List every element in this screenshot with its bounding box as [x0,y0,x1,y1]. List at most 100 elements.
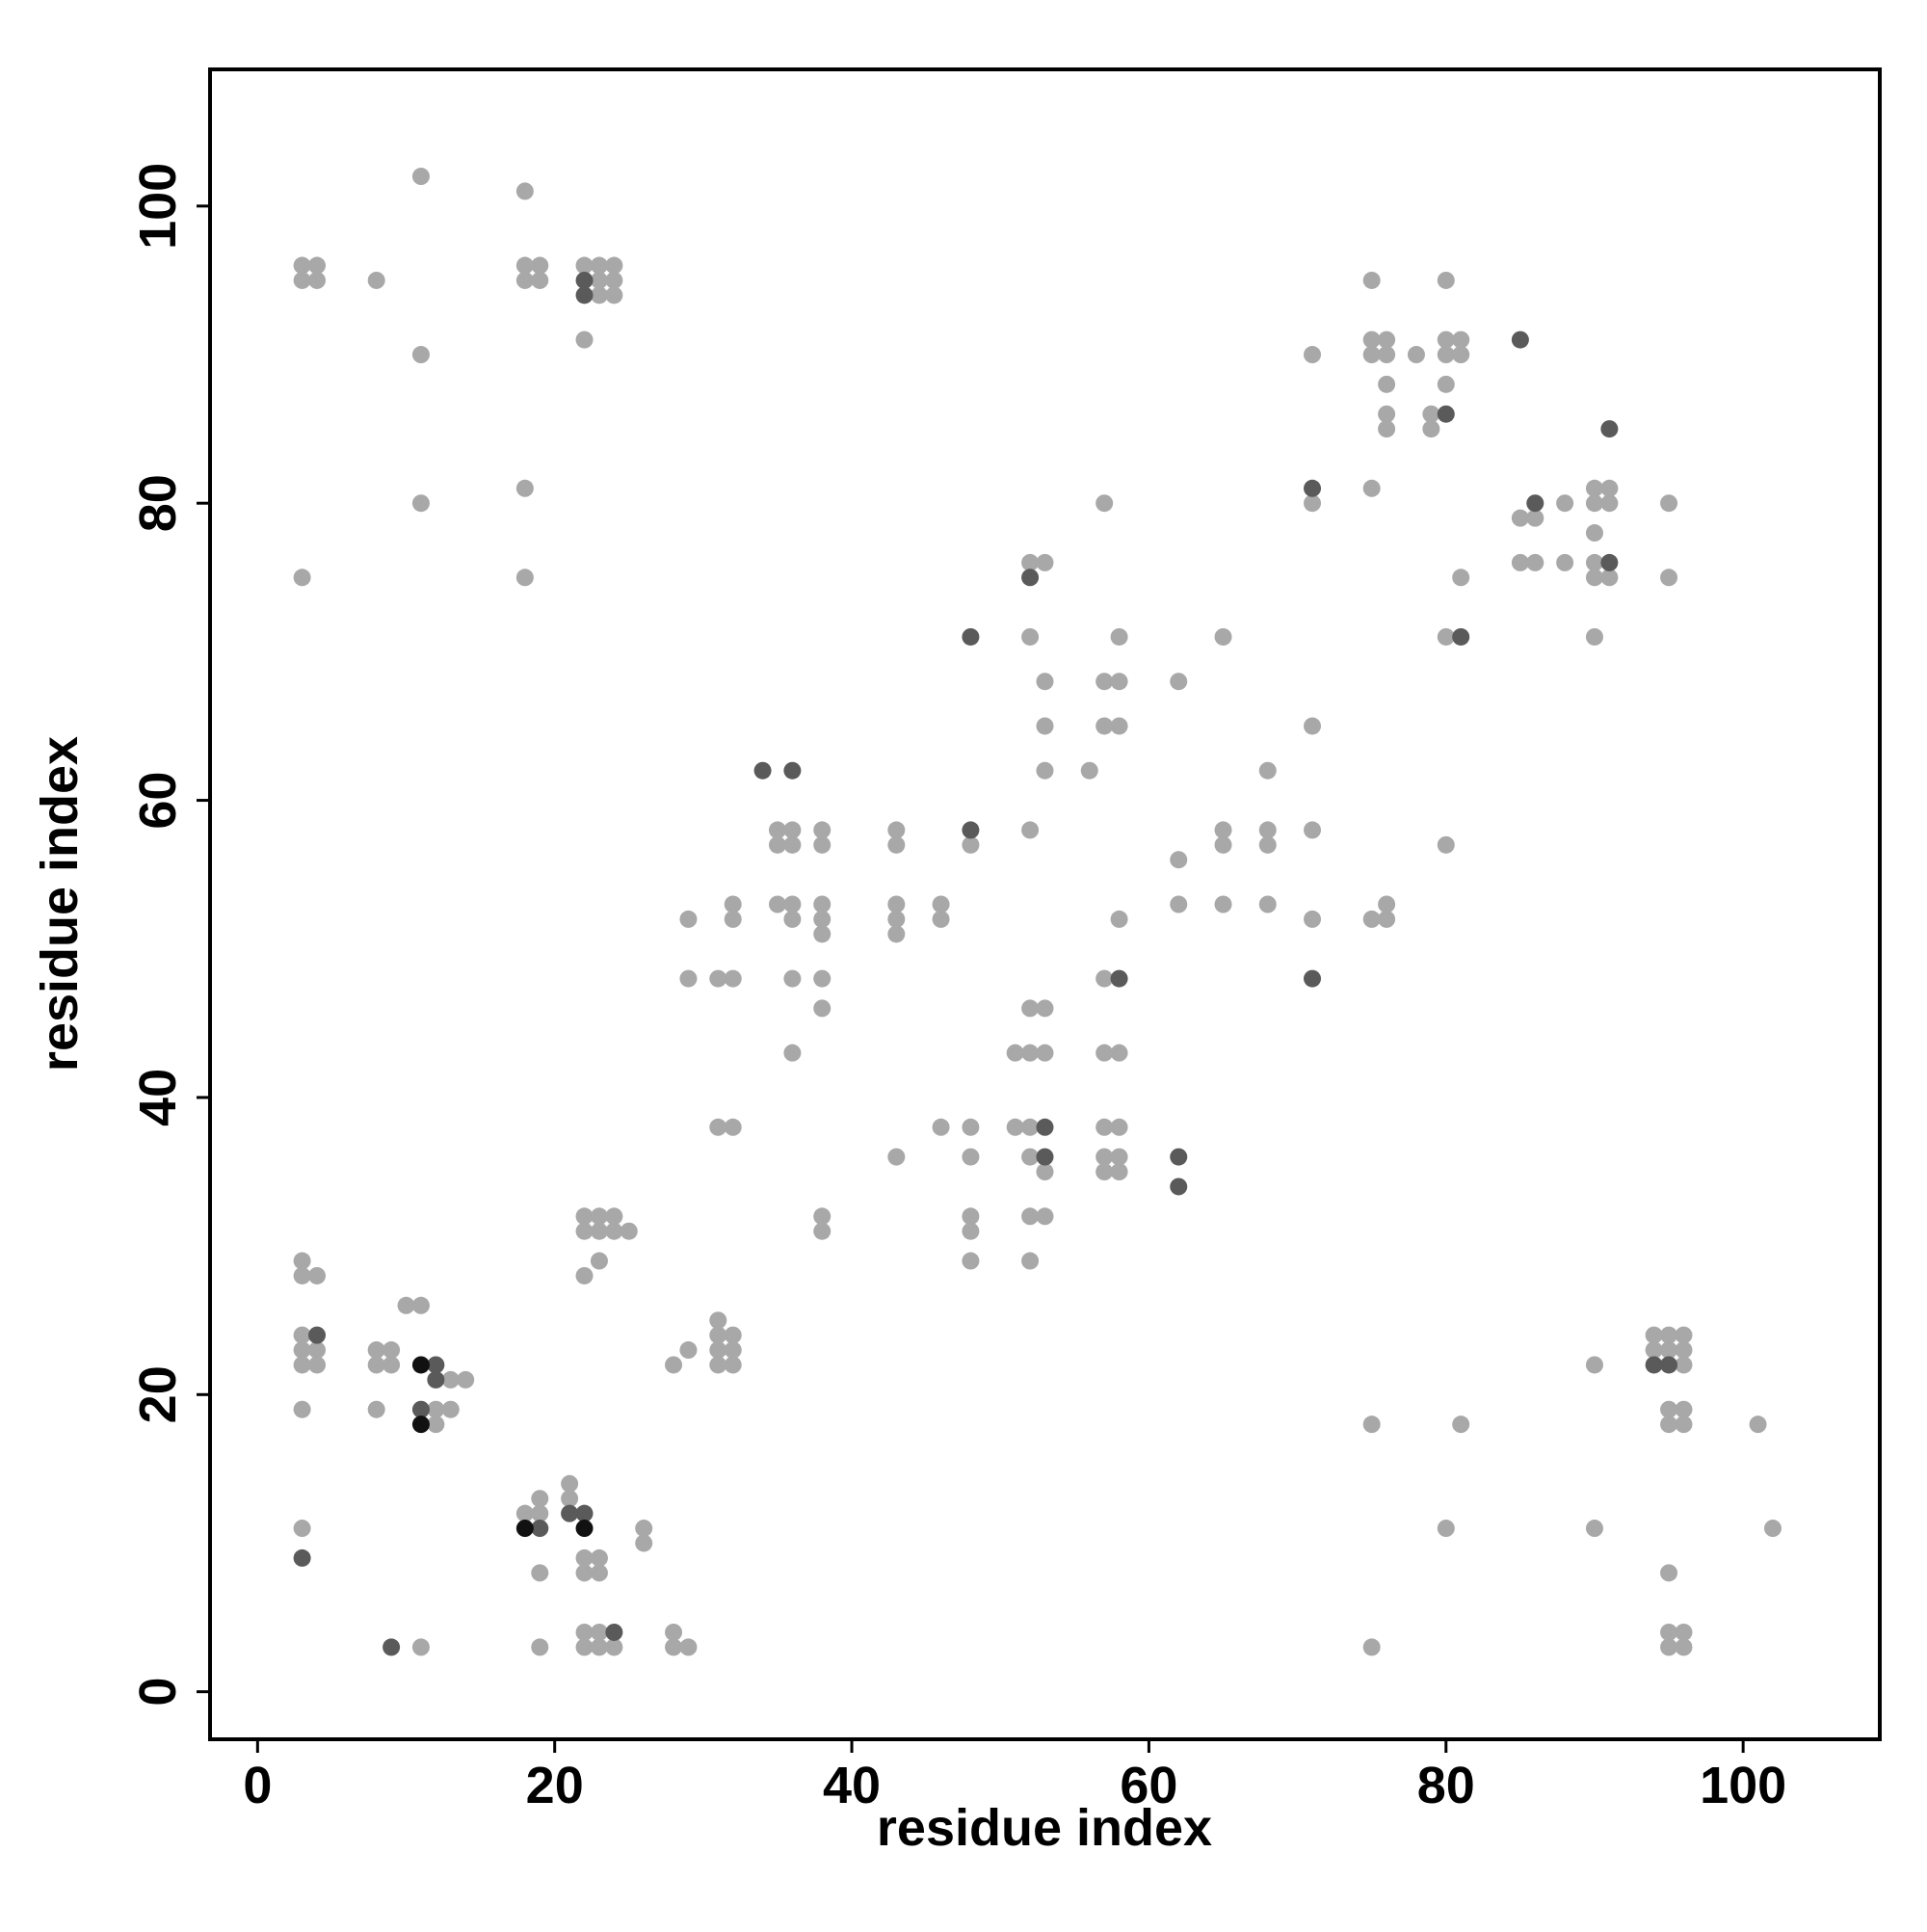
point [1021,569,1040,587]
point [590,1564,608,1582]
point [308,1341,327,1360]
point [397,1296,415,1314]
point [709,1326,727,1344]
point [1362,271,1381,289]
point [724,1356,742,1374]
point [1036,1044,1054,1062]
point [813,821,832,839]
point [709,1311,727,1330]
point [1511,553,1529,571]
point [308,1356,327,1374]
point [1452,331,1470,349]
point [1437,627,1455,646]
point [724,1118,742,1136]
point [1511,331,1529,349]
point [1021,1148,1040,1166]
point [308,256,327,275]
point [605,286,623,304]
point [1304,479,1322,497]
point [515,182,534,200]
x-tick-label: 80 [1417,1757,1475,1814]
point [1378,331,1396,349]
point [1437,405,1455,423]
point [1675,1400,1693,1418]
point [932,910,950,928]
point [709,1341,727,1360]
point [1170,673,1188,691]
point [1422,405,1440,423]
point [457,1370,475,1389]
point [1585,1356,1603,1374]
point [962,1148,980,1166]
point [1304,346,1322,364]
point [605,1207,623,1226]
point [932,1118,950,1136]
point [1526,553,1544,571]
point [1660,1326,1678,1344]
point [1660,1400,1678,1418]
point [1110,910,1128,928]
point [1660,1564,1678,1582]
point [813,925,832,943]
point [1452,569,1470,587]
point [411,1356,430,1374]
point [1214,821,1232,839]
point [590,1623,608,1641]
plot-frame [208,67,1882,1741]
point [724,969,742,988]
point [813,835,832,854]
point [1645,1356,1663,1374]
point [1021,1207,1040,1226]
point [1452,627,1470,646]
point [724,1341,742,1360]
point [1452,1416,1470,1434]
point [293,1326,311,1344]
point [293,1400,311,1418]
point [813,999,832,1018]
point [1036,717,1054,735]
point [1304,969,1322,988]
point [531,1638,549,1656]
point [515,271,534,289]
point [1036,1118,1054,1136]
point [813,910,832,928]
point [962,1118,980,1136]
point [1378,346,1396,364]
point [605,271,623,289]
point [962,1207,980,1226]
point [1036,761,1054,780]
point [1660,494,1678,513]
point [1036,553,1054,571]
point [724,1326,742,1344]
point [575,286,594,304]
point [1095,1044,1114,1062]
point [1600,479,1619,497]
point [575,1623,594,1641]
point [575,331,594,349]
point [605,1222,623,1240]
point [1422,420,1440,438]
point [1437,346,1455,364]
point [441,1400,460,1418]
point [1675,1356,1693,1374]
point [308,271,327,289]
point [1452,346,1470,364]
point [1021,1252,1040,1270]
point [1437,1520,1455,1538]
point [887,925,906,943]
point [590,1638,608,1656]
point [783,895,802,913]
point [411,1400,430,1418]
point [575,1222,594,1240]
point [1021,627,1040,646]
point [709,1118,727,1136]
y-axis-title: residue index [31,736,89,1072]
point [590,1252,608,1270]
point [1095,717,1114,735]
point [1036,1163,1054,1181]
point [1362,331,1381,349]
point [575,1207,594,1226]
point [1526,509,1544,527]
point [1095,1148,1114,1166]
point [1362,346,1381,364]
